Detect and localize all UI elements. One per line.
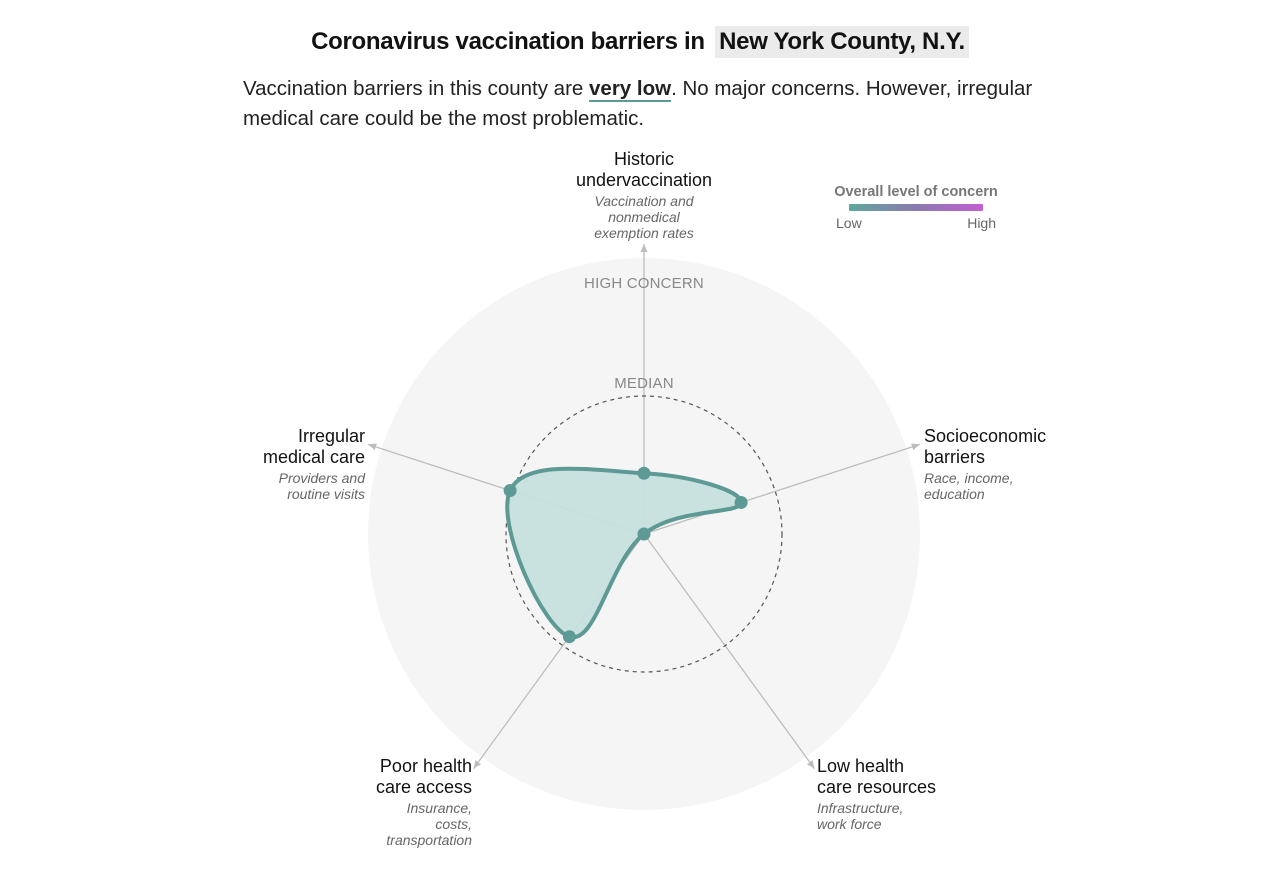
axis-line-socioeconomic: [643, 443, 921, 535]
axis-subtitle-historic: Vaccination and nonmedical exemption rates: [534, 193, 754, 241]
chart-description: Vaccination barriers in this county are …: [243, 74, 1043, 134]
axis-title-line: care resources: [817, 777, 937, 797]
axis-subtitle-resources: Infrastructure, work force: [817, 800, 1017, 832]
median-ring: [505, 395, 783, 673]
data-point-irregular: [503, 484, 517, 498]
legend: Overall level of concern Low High: [830, 184, 1002, 231]
concern-level: very low: [589, 77, 672, 102]
legend-low-label: Low: [836, 215, 862, 231]
axis-subtitle-line: transportation: [386, 832, 472, 848]
legend-title: Overall level of concern: [834, 184, 998, 200]
axis-subtitle-line: costs,: [435, 816, 472, 832]
axis-label-access: Poor health care access Insurance, costs, tr…: [272, 756, 472, 848]
axis-subtitle-line: nonmedical: [608, 209, 680, 225]
axis-title-line: Historic: [613, 149, 674, 169]
axis-title-access: Poor health care access: [272, 756, 472, 798]
axis-arrow-socioeconomic: [911, 443, 920, 451]
axis-line-resources: [643, 533, 815, 769]
axis-arrow-historic: [640, 244, 648, 252]
axis-title-socioeconomic: Socioeconomic barriers: [924, 426, 1124, 468]
legend-high-label: High: [967, 215, 996, 231]
axis-subtitle-access: Insurance, costs, transportation: [272, 800, 472, 848]
axis-label-historic: Historic undervaccination Vaccination and n…: [534, 149, 754, 241]
data-point-access: [562, 630, 576, 644]
axis-subtitle-line: routine visits: [287, 486, 365, 502]
headline-prefix: Coronavirus vaccination barriers in: [311, 28, 705, 55]
axis-title-irregular: Irregular medical care: [165, 426, 365, 468]
data-point-historic: [637, 466, 651, 480]
county-selector[interactable]: New York County, N.Y.: [715, 26, 969, 58]
axis-label-irregular: Irregular medical care Providers and routin…: [165, 426, 365, 502]
axis-subtitle-line: exemption rates: [594, 225, 694, 241]
axis-subtitle-line: Insurance,: [406, 800, 472, 816]
axis-subtitle-irregular: Providers and routine visits: [165, 470, 365, 502]
dek-before: Vaccination barriers in this county are: [243, 77, 590, 100]
axis-label-resources: Low health care resources Infrastructure, w…: [817, 756, 1017, 832]
axis-title-line: undervaccination: [575, 170, 713, 190]
dek-after: . No major concerns. However, irregular …: [243, 77, 1033, 130]
data-point-resources: [637, 527, 651, 541]
axis-title-line: Low health: [817, 756, 905, 776]
chart-headline: Coronavirus vaccination barriers in New …: [0, 26, 1280, 58]
axis-title-resources: Low health care resources: [817, 756, 1017, 798]
axis-subtitle-line: Vaccination and: [594, 193, 694, 209]
axis-title-line: barriers: [924, 447, 986, 467]
median-label: MEDIAN: [614, 375, 674, 392]
legend-gradient-bar: [849, 204, 983, 211]
high-concern-label: HIGH CONCERN: [584, 275, 704, 292]
axis-arrow-irregular: [368, 443, 377, 451]
axis-subtitle-line: Race, income,: [924, 470, 1014, 486]
axis-label-socioeconomic: Socioeconomic barriers Race, income, educat…: [924, 426, 1124, 502]
axis-title-line: Poor health: [379, 756, 472, 776]
axis-subtitle-line: Infrastructure,: [817, 800, 904, 816]
axis-subtitle-line: Providers and: [278, 470, 365, 486]
axis-subtitle-line: education: [924, 486, 985, 502]
axis-title-line: care access: [375, 777, 472, 797]
axis-title-line: medical care: [262, 447, 365, 467]
axis-title-historic: Historic undervaccination: [534, 149, 754, 191]
axis-arrow-access: [473, 760, 482, 769]
axis-arrow-resources: [806, 760, 815, 769]
axis-subtitle-socioeconomic: Race, income, education: [924, 470, 1124, 502]
axis-title-line: Socioeconomic: [924, 426, 1047, 446]
data-point-socioeconomic: [734, 495, 748, 509]
axis-subtitle-line: work force: [817, 816, 882, 832]
axis-title-line: Irregular: [297, 426, 365, 446]
